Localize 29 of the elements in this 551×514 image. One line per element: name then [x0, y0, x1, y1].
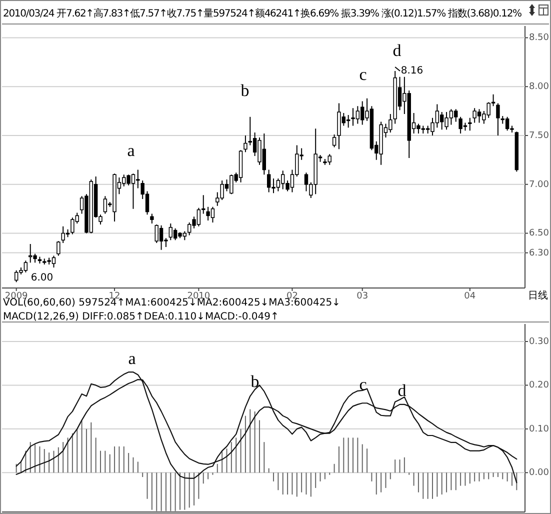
y-tick-label: 6.50 — [528, 228, 550, 239]
annotation: d — [398, 380, 407, 400]
y-tick-label: 7.50 — [528, 130, 550, 141]
annotation: a — [127, 140, 136, 160]
y-tick-label: 6.30 — [528, 248, 550, 258]
candlestick — [468, 117, 472, 132]
annotation: c — [359, 374, 368, 394]
x-tick-label: 03 — [356, 291, 368, 302]
x-tick-label: 04 — [464, 291, 476, 302]
candlestick — [346, 114, 350, 128]
annotation: b — [250, 372, 260, 391]
y-tick-label: 0.10 — [528, 424, 550, 434]
y-tick-label: 0.30 — [528, 336, 550, 347]
annotation: d — [392, 40, 402, 60]
y-tick-label: 0.20 — [528, 380, 550, 391]
annotation: a — [128, 348, 136, 368]
candlestick — [244, 134, 248, 153]
y-tick-label: 8.00 — [528, 82, 550, 92]
y-tick-label: 0.00 — [528, 468, 550, 478]
annotation: 8.16 — [400, 66, 424, 77]
y-tick-label: 7.00 — [528, 180, 550, 190]
chart-subtitle: 2010/03/24 开7.62↑高7.83↑低7.57↑收7.75↑量597524↑额46241↑换6.69% 振3.39% 涨(0.12)1.57% 指数(3.68)0.12% — [3, 8, 522, 20]
candlestick — [496, 102, 500, 136]
annotation: c — [359, 64, 368, 84]
text: 日线 — [528, 290, 548, 302]
y-tick-label: 8.50 — [528, 33, 550, 44]
annotation: 6.00 — [30, 272, 54, 284]
annotation: b — [240, 80, 250, 100]
chart-subtitle: MACD(12,26,9) DIFF:0.085↑DEA:0.110↓MACD:-0.049↑ — [3, 312, 279, 323]
